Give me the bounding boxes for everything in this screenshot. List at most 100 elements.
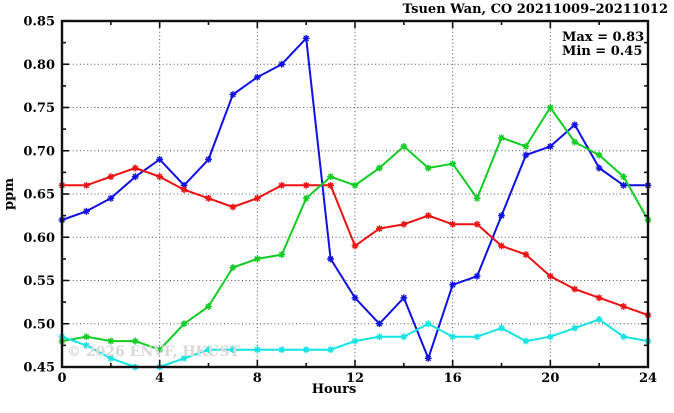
- series-red-marker: [278, 181, 286, 189]
- series-cyan-marker: [498, 324, 505, 332]
- series-blue-marker: [327, 255, 334, 263]
- y-tick-label: 0.55: [23, 274, 55, 289]
- series-red-marker: [546, 272, 554, 280]
- series-red-marker: [620, 303, 627, 310]
- series-blue-marker: [278, 60, 286, 68]
- series-cyan-marker: [376, 333, 383, 341]
- series-green-marker: [180, 320, 188, 328]
- series-green-marker: [620, 173, 627, 181]
- series-cyan-marker: [327, 346, 334, 354]
- y-tick-label: 0.75: [23, 101, 55, 116]
- series-blue-marker: [595, 164, 603, 172]
- series-green-marker: [278, 251, 286, 258]
- series-green-marker: [400, 143, 408, 150]
- x-tick-label: 16: [444, 371, 462, 386]
- y-tick-label: 0.70: [23, 144, 55, 159]
- series-red-marker: [595, 294, 603, 302]
- series-green-marker: [107, 337, 115, 345]
- series-red-marker: [522, 251, 530, 258]
- series-blue-marker: [131, 173, 139, 181]
- x-tick-label: 4: [155, 371, 164, 386]
- series-green-marker: [302, 194, 310, 202]
- series-cyan-marker: [180, 354, 188, 362]
- axis-layer: 0 4 8 12 16 20 24 0.45 0.50 0.55 0.60 0.65 0.70 0.75 0…: [23, 15, 657, 387]
- series-cyan-marker: [253, 346, 261, 354]
- series-green-marker: [83, 333, 90, 341]
- series-red-marker: [302, 181, 310, 189]
- series-red-marker: [156, 173, 164, 181]
- series-green-marker: [546, 104, 554, 111]
- x-tick-label: 12: [346, 371, 364, 386]
- series-blue-marker: [424, 354, 432, 362]
- x-tick-label: 24: [639, 371, 657, 386]
- series-cyan-marker: [424, 320, 432, 328]
- series-green-marker: [595, 151, 603, 159]
- series-green-marker: [522, 143, 530, 150]
- x-tick-label: 20: [541, 371, 559, 386]
- series-cyan-marker: [205, 346, 212, 354]
- series-blue-marker: [522, 151, 530, 159]
- series-cyan-marker: [351, 337, 359, 345]
- series-blue-marker: [302, 34, 310, 42]
- series-red-marker: [400, 220, 408, 228]
- legend-min-value: Min = 0.45: [562, 44, 642, 59]
- series-blue-marker: [376, 320, 383, 328]
- series-red-marker: [83, 181, 90, 189]
- series-cyan-marker: [302, 346, 310, 354]
- series-cyan-marker: [473, 333, 481, 341]
- series-blue-marker: [156, 156, 164, 163]
- series-blue-marker: [449, 281, 457, 289]
- series-cyan-marker: [83, 341, 90, 349]
- series-cyan-marker: [400, 333, 408, 341]
- series-green-marker: [498, 134, 505, 142]
- watermark: © 2026 ENVF, HKUST: [67, 344, 241, 360]
- series-red-marker: [107, 173, 115, 181]
- series-blue-marker: [571, 121, 579, 129]
- y-tick-label: 0.65: [23, 188, 55, 203]
- series-green-marker: [229, 264, 237, 271]
- series-blue-marker: [229, 91, 237, 98]
- y-tick-label: 0.45: [23, 361, 55, 376]
- series-red-marker: [351, 242, 359, 250]
- series-green: [58, 104, 652, 354]
- series-red-marker: [473, 220, 481, 228]
- legend-max-value: Max = 0.83: [562, 30, 644, 45]
- series-cyan-marker: [229, 346, 237, 354]
- x-tick-label: 0: [57, 371, 66, 386]
- y-tick-label: 0.85: [23, 15, 55, 30]
- series-green-marker: [253, 255, 261, 263]
- y-tick-label: 0.80: [23, 58, 55, 73]
- y-tick-label: 0.60: [23, 231, 55, 246]
- chart-title: Tsuen Wan, CO 20211009–20211012: [403, 2, 668, 17]
- series-red-marker: [180, 186, 188, 194]
- series-blue: [58, 34, 652, 362]
- series-blue-marker: [83, 207, 90, 215]
- series-blue-marker: [400, 294, 408, 302]
- series-green-marker: [424, 164, 432, 172]
- series-cyan-marker: [546, 333, 554, 341]
- series-cyan-marker: [522, 337, 530, 345]
- series-red-marker: [449, 220, 457, 228]
- series-cyan-marker: [449, 333, 457, 341]
- y-tick-label: 0.50: [23, 317, 55, 332]
- series-green-marker: [473, 194, 481, 202]
- series-cyan-marker: [571, 324, 579, 332]
- series-green-marker: [571, 138, 579, 146]
- series-red-marker: [253, 194, 261, 202]
- series-blue-marker: [498, 212, 505, 220]
- x-tick-label: 8: [253, 371, 262, 386]
- series-blue-marker: [180, 181, 188, 189]
- series-cyan-marker: [595, 316, 603, 323]
- series-blue-marker: [253, 73, 261, 81]
- series-red-marker: [229, 203, 237, 211]
- series-green-marker: [449, 160, 457, 168]
- series-green-marker: [131, 337, 139, 345]
- series-red-marker: [498, 242, 505, 250]
- series-red: [58, 164, 652, 319]
- series-cyan-marker: [620, 333, 627, 341]
- series-blue-marker: [620, 181, 627, 189]
- series-red-marker: [424, 212, 432, 220]
- series-layer: [58, 34, 652, 371]
